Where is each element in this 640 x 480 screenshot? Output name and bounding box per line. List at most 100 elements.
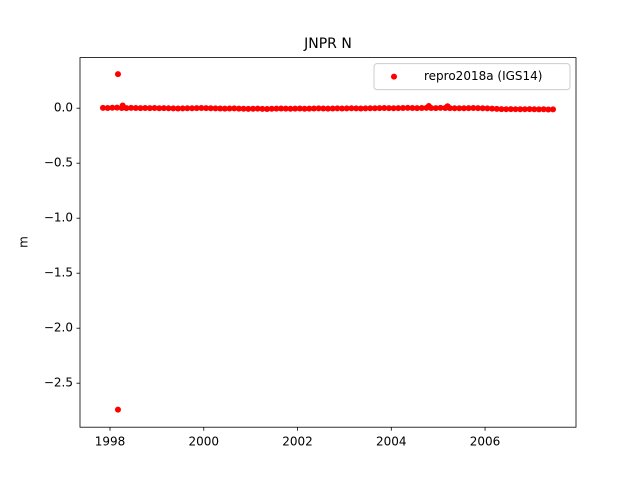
point bbox=[503, 106, 510, 113]
point bbox=[165, 105, 172, 112]
y-tick-label: −1.0 bbox=[44, 211, 73, 225]
legend-label: repro2018a (IGS14) bbox=[424, 69, 542, 83]
point bbox=[104, 104, 111, 111]
y-tick-label: −0.5 bbox=[44, 156, 73, 170]
point bbox=[414, 105, 421, 112]
point bbox=[189, 105, 196, 112]
point bbox=[390, 105, 397, 112]
point bbox=[334, 105, 341, 112]
point bbox=[282, 105, 289, 112]
point bbox=[409, 104, 416, 111]
point bbox=[249, 105, 256, 112]
point bbox=[507, 106, 514, 113]
point bbox=[367, 105, 374, 112]
point bbox=[292, 105, 299, 112]
point bbox=[353, 105, 360, 112]
point bbox=[545, 106, 552, 113]
point bbox=[475, 105, 482, 112]
x-tick-label: 2002 bbox=[282, 435, 313, 449]
y-tick-label: 0.0 bbox=[54, 101, 73, 115]
point bbox=[444, 103, 451, 110]
point bbox=[170, 105, 177, 112]
point bbox=[296, 105, 303, 112]
point bbox=[484, 105, 491, 112]
point bbox=[193, 105, 200, 112]
point bbox=[498, 106, 505, 113]
point bbox=[400, 104, 407, 111]
point bbox=[156, 105, 163, 112]
point bbox=[531, 106, 538, 113]
point bbox=[460, 105, 467, 112]
point bbox=[259, 105, 266, 112]
point bbox=[203, 105, 210, 112]
point bbox=[550, 106, 557, 113]
x-tick-label: 2006 bbox=[470, 435, 501, 449]
y-axis-label: m bbox=[17, 236, 31, 248]
point bbox=[479, 105, 486, 112]
point bbox=[451, 105, 458, 112]
point bbox=[310, 105, 317, 112]
chart-title: JNPR N bbox=[303, 36, 352, 52]
point bbox=[526, 106, 533, 113]
point bbox=[198, 104, 205, 111]
point bbox=[184, 105, 191, 112]
plot-frame bbox=[79, 57, 577, 428]
point bbox=[146, 105, 153, 112]
point bbox=[456, 105, 463, 112]
point bbox=[470, 104, 477, 111]
point bbox=[512, 106, 519, 113]
point bbox=[160, 105, 167, 112]
point bbox=[517, 106, 524, 113]
point bbox=[425, 103, 432, 109]
point bbox=[489, 105, 496, 112]
point bbox=[179, 105, 186, 112]
point bbox=[301, 105, 308, 112]
legend-box bbox=[373, 63, 571, 91]
point bbox=[540, 106, 547, 113]
point bbox=[142, 104, 149, 111]
point bbox=[348, 105, 355, 112]
point bbox=[207, 105, 214, 112]
point bbox=[404, 104, 411, 111]
point bbox=[109, 104, 116, 111]
point bbox=[493, 105, 500, 112]
point bbox=[287, 105, 294, 112]
point bbox=[432, 105, 439, 112]
point bbox=[418, 104, 425, 111]
point bbox=[329, 105, 336, 112]
point bbox=[114, 406, 121, 413]
point bbox=[376, 105, 383, 112]
y-tick-label: −2.0 bbox=[44, 321, 73, 335]
point bbox=[437, 104, 444, 111]
point bbox=[268, 105, 275, 112]
point bbox=[264, 105, 271, 112]
point bbox=[254, 105, 261, 112]
point bbox=[221, 105, 228, 112]
point bbox=[114, 104, 121, 111]
point bbox=[357, 105, 364, 112]
point bbox=[119, 102, 126, 109]
point bbox=[128, 104, 135, 111]
point bbox=[306, 105, 313, 112]
point bbox=[325, 105, 331, 112]
point bbox=[231, 105, 238, 112]
point bbox=[395, 105, 402, 112]
legend-marker bbox=[391, 73, 397, 80]
point bbox=[371, 105, 378, 112]
point bbox=[114, 71, 121, 78]
point bbox=[240, 105, 247, 112]
point bbox=[273, 105, 280, 112]
point bbox=[381, 104, 388, 111]
point bbox=[535, 106, 542, 113]
y-tick-label: −2.5 bbox=[44, 376, 73, 390]
point bbox=[343, 105, 350, 112]
x-tick-label: 1998 bbox=[95, 435, 126, 449]
point bbox=[339, 105, 346, 112]
point bbox=[245, 105, 252, 112]
point bbox=[465, 105, 472, 112]
point bbox=[212, 105, 219, 112]
point bbox=[99, 104, 106, 111]
point bbox=[235, 105, 242, 112]
point bbox=[315, 105, 322, 112]
